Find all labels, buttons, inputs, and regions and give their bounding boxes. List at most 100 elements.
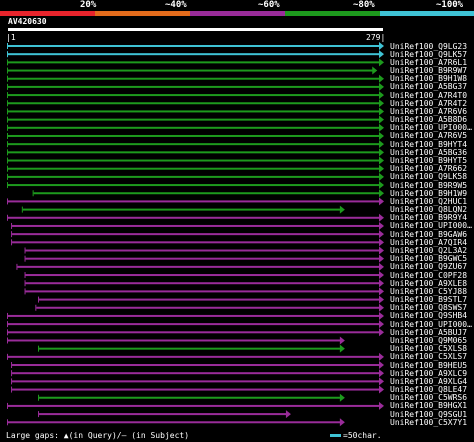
hit-bar[interactable] (22, 208, 341, 211)
hit-bar[interactable] (8, 184, 380, 187)
hit-bar[interactable] (8, 110, 380, 113)
hit-bar[interactable] (8, 421, 341, 424)
hit-bar[interactable] (17, 265, 381, 268)
hit-row[interactable] (11, 230, 384, 239)
hit-label[interactable]: UniRef100_B9R9W5 (390, 180, 468, 190)
hit-label[interactable]: UniRef100_B9HGX1 (390, 401, 468, 411)
hit-row[interactable] (7, 401, 384, 410)
hit-row[interactable] (7, 418, 345, 427)
hit-label[interactable]: UniRef100_C5YJ88 (390, 286, 468, 296)
hit-bar[interactable] (12, 380, 381, 383)
hit-row[interactable] (35, 303, 384, 312)
hit-bar[interactable] (33, 192, 381, 195)
hit-row[interactable] (7, 328, 384, 337)
hit-label[interactable]: UniRef100_Q9SGU1 (390, 409, 468, 419)
hit-label[interactable]: UniRef100_B9HYT4 (390, 139, 468, 149)
hit-label[interactable]: UniRef100_UPI000… (390, 319, 472, 329)
hit-label[interactable]: UniRef100_B9STL7 (390, 295, 468, 305)
hit-row[interactable] (7, 123, 384, 132)
hit-row[interactable] (32, 189, 384, 198)
hit-label[interactable]: UniRef100_Q9M065 (390, 335, 468, 345)
hit-label[interactable]: UniRef100_C5X7Y1 (390, 417, 468, 427)
hit-bar[interactable] (39, 413, 287, 416)
hit-label[interactable]: UniRef100_A7R6L1 (390, 57, 468, 67)
hit-label[interactable]: UniRef100_Q9SHB4 (390, 311, 468, 321)
hit-label[interactable]: UniRef100_B9GWC5 (390, 254, 468, 264)
hit-label[interactable]: UniRef100_A7R4T2 (390, 98, 468, 108)
hit-row[interactable] (7, 50, 384, 59)
hit-bar[interactable] (8, 94, 380, 97)
hit-bar[interactable] (8, 355, 380, 358)
hit-bar[interactable] (8, 200, 380, 203)
hit-row[interactable] (11, 361, 384, 370)
hit-row[interactable] (7, 66, 378, 75)
hit-row[interactable] (7, 148, 384, 157)
hit-label[interactable]: UniRef100_UPI000… (390, 221, 472, 231)
hit-row[interactable] (38, 344, 345, 353)
hit-label[interactable]: UniRef100_A5BG36 (390, 147, 468, 157)
hit-label[interactable]: UniRef100_A5B8D6 (390, 115, 468, 125)
hit-bar[interactable] (25, 282, 380, 285)
hit-label[interactable]: UniRef100_A7QIR4 (390, 237, 468, 247)
hit-label[interactable]: UniRef100_B9H1W8 (390, 74, 468, 84)
hit-label[interactable]: UniRef100_B9R9W7 (390, 66, 468, 76)
hit-row[interactable] (11, 385, 384, 394)
hit-bar[interactable] (8, 118, 380, 121)
hit-bar[interactable] (8, 45, 380, 47)
hit-row[interactable] (24, 287, 384, 296)
hit-bar[interactable] (39, 298, 381, 301)
hit-row[interactable] (7, 131, 384, 140)
hit-label[interactable]: UniRef100_B9R9Y4 (390, 213, 468, 223)
hit-bar[interactable] (25, 257, 380, 260)
hit-row[interactable] (7, 336, 345, 345)
hit-row[interactable] (7, 91, 384, 100)
hit-bar[interactable] (12, 372, 381, 375)
hit-bar[interactable] (8, 77, 380, 80)
hit-row[interactable] (7, 99, 384, 108)
hit-row[interactable] (7, 115, 384, 124)
hit-bar[interactable] (8, 175, 380, 178)
hit-label[interactable]: UniRef100_B9HEU5 (390, 360, 468, 370)
hit-label[interactable]: UniRef100_Q8LQN2 (390, 205, 468, 215)
hit-label[interactable]: UniRef100_C5XLS7 (390, 352, 468, 362)
hit-label[interactable]: UniRef100_Q9ZU67 (390, 262, 468, 272)
hit-label[interactable]: UniRef100_A7R4T0 (390, 90, 468, 100)
hit-row[interactable] (7, 42, 384, 50)
hit-bar[interactable] (8, 339, 341, 342)
hit-bar[interactable] (8, 102, 380, 105)
hit-row[interactable] (7, 213, 384, 222)
hit-label[interactable]: UniRef100_Q8LE47 (390, 385, 468, 395)
hit-bar[interactable] (8, 85, 380, 88)
hit-bar[interactable] (8, 216, 380, 219)
hit-row[interactable] (38, 295, 384, 304)
hit-row[interactable] (7, 74, 384, 83)
hit-bar[interactable] (36, 306, 381, 309)
hit-row[interactable] (11, 369, 384, 378)
hit-bar[interactable] (8, 331, 380, 334)
hit-row[interactable] (24, 271, 384, 280)
hit-bar[interactable] (12, 233, 381, 236)
hit-bar[interactable] (8, 314, 380, 317)
hit-row[interactable] (24, 279, 384, 288)
hit-bar[interactable] (8, 69, 374, 72)
hit-label[interactable]: UniRef100_UPI000… (390, 123, 472, 133)
hit-label[interactable]: UniRef100_C5WRS6 (390, 393, 468, 403)
hit-bar[interactable] (12, 224, 381, 227)
hit-bar[interactable] (12, 388, 381, 391)
hit-bar[interactable] (12, 364, 381, 367)
hit-label[interactable]: UniRef100_A7R6V5 (390, 131, 468, 141)
hit-row[interactable] (38, 410, 291, 419)
hit-bar[interactable] (8, 167, 380, 170)
hit-row[interactable] (21, 205, 345, 214)
hit-bar[interactable] (8, 143, 380, 146)
hit-label[interactable]: UniRef100_A9XLE8 (390, 278, 468, 288)
hit-label[interactable]: UniRef100_Q2HUC1 (390, 196, 468, 206)
hit-label[interactable]: UniRef100_A5BG37 (390, 82, 468, 92)
hit-bar[interactable] (8, 404, 380, 407)
hit-label[interactable]: UniRef100_Q9LG23 (390, 41, 468, 51)
hit-row[interactable] (11, 377, 384, 386)
hit-label[interactable]: UniRef100_A7R6V6 (390, 106, 468, 116)
hit-bar[interactable] (12, 241, 381, 244)
hit-label[interactable]: UniRef100_B9HYT5 (390, 156, 468, 166)
hit-row[interactable] (11, 221, 384, 230)
